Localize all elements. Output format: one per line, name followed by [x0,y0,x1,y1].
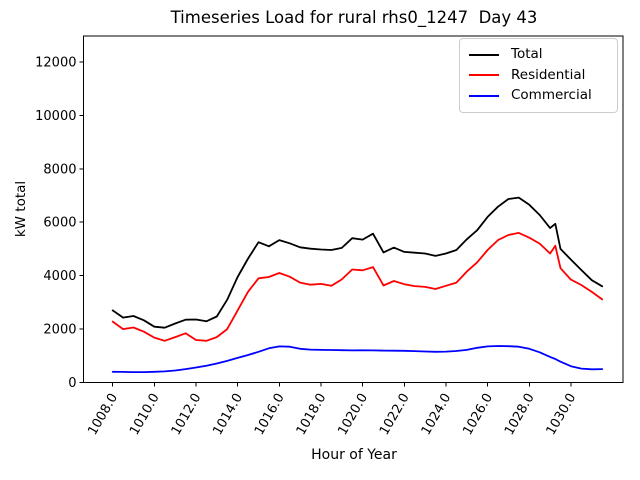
x-tick-label: 1024.0 [419,391,455,438]
legend-item-residential: Residential [469,65,609,85]
x-axis-label: Hour of Year [311,447,397,463]
series-line-residential [111,231,604,342]
y-tick-label: 12000 [35,55,76,70]
x-tick-label: 1010.0 [127,391,163,438]
x-tick-label: 1018.0 [294,391,330,438]
x-tick-label: 1030.0 [544,391,580,438]
legend-item-commercial: Commercial [469,86,609,106]
x-tick-label: 1008.0 [85,391,121,438]
x-tick-label: 1028.0 [502,391,538,438]
legend-line-sample-residential [469,74,499,77]
x-tick-label: 1026.0 [460,391,496,438]
series-line-total [111,196,604,329]
legend: Total Residential Commercial [459,38,618,113]
legend-label-commercial: Commercial [511,87,592,104]
legend-label-residential: Residential [511,66,586,83]
legend-line-sample-total [469,54,499,57]
axes-spines [83,35,624,383]
legend-line-sample-commercial [469,94,499,97]
y-tick-label: 8000 [43,162,76,177]
legend-label-total: Total [511,46,543,63]
y-tick-label: 10000 [35,109,76,124]
x-tick-label: 1016.0 [252,391,288,438]
y-tick-label: 2000 [43,323,76,338]
x-tick-label: 1012.0 [169,391,205,438]
x-tick-label: 1022.0 [377,391,413,438]
x-tick-label: 1020.0 [335,391,371,438]
x-tick-label: 1014.0 [210,391,246,438]
y-tick-label: 4000 [43,269,76,284]
chart-title: Timeseries Load for rural rhs0_1247 Day … [170,8,538,27]
legend-item-total: Total [469,45,609,65]
y-tick-label: 0 [68,376,76,391]
series-line-commercial [111,345,604,374]
y-tick-label: 6000 [43,216,76,231]
